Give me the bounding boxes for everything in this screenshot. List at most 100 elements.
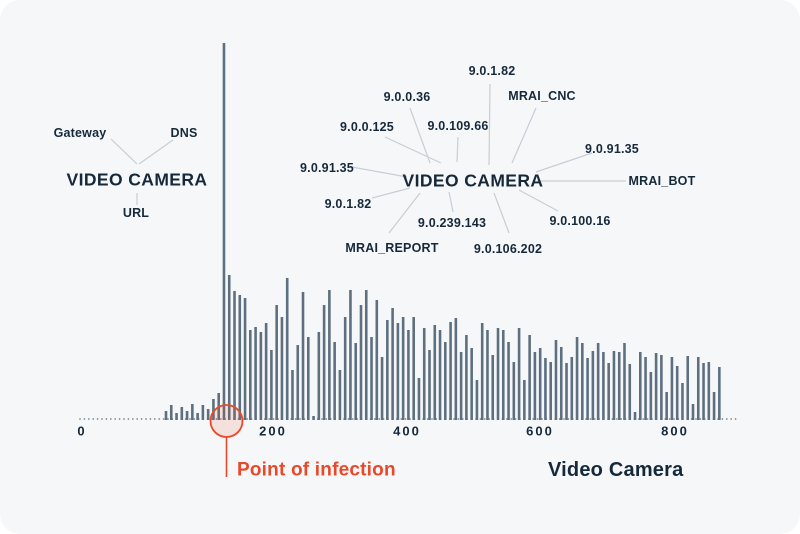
activity-bar (264, 323, 268, 420)
activity-bar (180, 407, 184, 420)
baseline-dot (193, 418, 196, 420)
baseline-dot (593, 418, 596, 420)
activity-bar (607, 363, 610, 420)
baseline-dot (457, 418, 460, 420)
activity-bar (528, 335, 531, 420)
activity-bar (639, 352, 642, 420)
node-label: 9.0.1.82 (468, 63, 516, 78)
activity-bar (380, 357, 384, 420)
connector-line (535, 152, 593, 173)
activity-bar (486, 330, 489, 420)
node-label: 9.0.0.36 (383, 89, 431, 104)
node-label: MRAI_REPORT (345, 240, 439, 255)
connector-line (138, 139, 174, 165)
x-axis-tick: 600 (526, 423, 554, 439)
activity-bar (649, 372, 653, 420)
activity-bar (523, 380, 526, 420)
activity-bar (333, 342, 336, 420)
activity-bar (675, 366, 679, 420)
node-label: 9.0.91.35 (300, 160, 354, 175)
baseline-dot (321, 418, 323, 420)
baseline-dot (483, 418, 486, 420)
baseline-dot (734, 418, 737, 420)
activity-bar (386, 320, 389, 420)
activity-bar (533, 352, 537, 420)
activity-bar (702, 363, 705, 420)
baseline-dot (268, 418, 271, 420)
baseline-dot (567, 418, 570, 420)
baseline-dot (615, 418, 618, 420)
baseline-dot (167, 418, 169, 420)
activity-bar (196, 413, 199, 420)
baseline-dot (219, 418, 222, 420)
activity-bar (312, 416, 315, 420)
baseline-dot (668, 418, 671, 420)
node-label: URL (122, 205, 150, 220)
connector-line (388, 192, 421, 234)
activity-bar (586, 358, 589, 420)
baseline-dot (272, 418, 275, 420)
activity-bar (364, 290, 368, 420)
activity-bar (681, 383, 684, 420)
connector-line (371, 187, 411, 199)
baseline-dot (105, 418, 108, 420)
activity-bar (417, 378, 421, 420)
activity-bar (644, 357, 647, 420)
node-label: Gateway (53, 125, 107, 140)
activity-bar (328, 290, 331, 420)
activity-bar (233, 291, 236, 420)
baseline-dot (479, 418, 482, 420)
activity-bar (396, 323, 400, 420)
activity-bar (280, 317, 284, 420)
activity-bar (628, 364, 632, 420)
baseline-dot (695, 418, 697, 420)
node-label: 9.0.1.82 (324, 196, 372, 211)
activity-bar (212, 399, 215, 420)
activity-bar (438, 330, 442, 420)
activity-bar (338, 370, 342, 420)
baseline-dot (536, 418, 539, 420)
activity-bar (349, 290, 352, 420)
activity-bar (191, 404, 194, 420)
baseline-dot (426, 418, 429, 420)
baseline-dot (127, 418, 130, 420)
activity-bar (565, 363, 568, 420)
baseline-dot (96, 418, 99, 420)
node-label: DNS (170, 125, 198, 140)
activity-bar (707, 362, 711, 420)
baseline-dot (721, 418, 724, 420)
activity-bar (602, 352, 605, 420)
node-label: MRAI_BOT (628, 173, 696, 188)
activity-bar (475, 380, 479, 420)
baseline-dot (514, 418, 517, 420)
baseline-dot (149, 418, 152, 420)
activity-bar (570, 357, 574, 420)
baseline-dot (431, 418, 433, 420)
connector-line (351, 166, 408, 178)
activity-bar (554, 340, 558, 420)
activity-bar (401, 317, 405, 420)
baseline-dot (373, 418, 376, 420)
activity-bar (544, 358, 547, 420)
activity-bar (465, 335, 468, 420)
baseline-dot (153, 418, 156, 420)
activity-bar (718, 367, 721, 420)
baseline-dot (136, 418, 139, 420)
node-label: 9.0.91.35 (585, 141, 639, 156)
baseline-dot (215, 418, 218, 420)
node-label: MRAI_CNC (508, 88, 576, 103)
activity-bar (512, 362, 516, 420)
activity-bar (359, 305, 363, 420)
baseline-dot (642, 418, 645, 420)
baseline-dot (488, 418, 491, 420)
point-of-infection-circle (209, 404, 244, 438)
activity-bar (317, 332, 321, 420)
node-label: 9.0.106.202 (473, 241, 543, 256)
activity-bar (249, 330, 252, 420)
baseline-dot (79, 418, 81, 420)
activity-bar (175, 413, 178, 420)
activity-bar (428, 350, 431, 420)
baseline-dot (347, 418, 350, 420)
